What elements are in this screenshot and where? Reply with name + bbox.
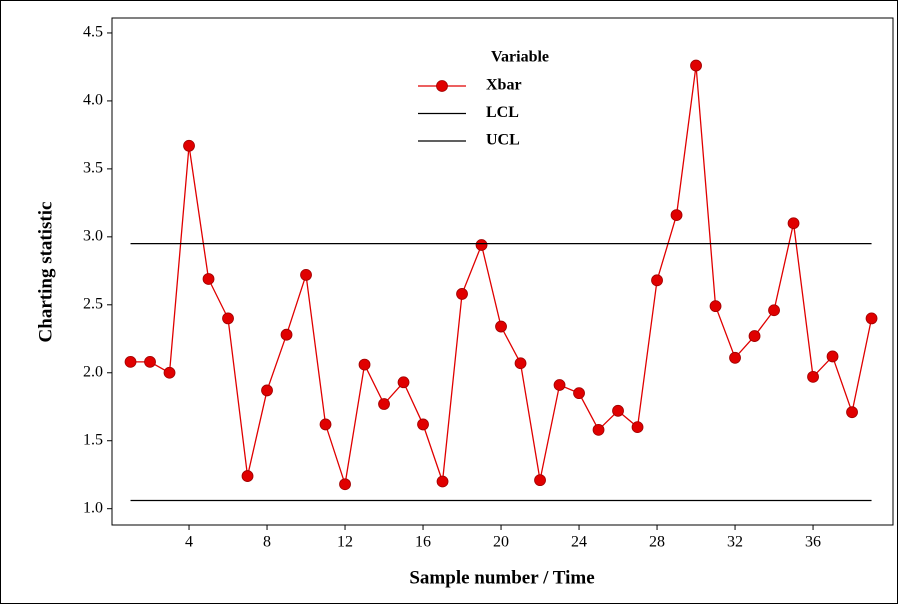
marker (826, 350, 839, 363)
marker (651, 274, 663, 287)
legend-marker (436, 80, 448, 92)
marker (163, 366, 176, 379)
marker (846, 406, 858, 419)
marker (475, 239, 488, 251)
marker (456, 288, 468, 300)
marker (748, 330, 761, 342)
x-tick-label: 8 (263, 534, 271, 551)
marker (261, 384, 273, 397)
marker (690, 59, 702, 72)
legend-label: Xbar (486, 77, 522, 94)
y-tick-label: 3.0 (83, 228, 103, 245)
y-tick-label: 2.5 (83, 295, 103, 312)
x-tick-label: 20 (493, 534, 509, 551)
x-tick-label: 28 (649, 534, 665, 551)
marker (573, 387, 585, 400)
y-tick-label: 1.5 (83, 431, 103, 448)
marker (670, 209, 683, 221)
x-tick-label: 16 (415, 534, 431, 551)
marker (378, 398, 390, 410)
marker (514, 357, 527, 370)
marker (534, 474, 546, 487)
marker (631, 421, 644, 434)
x-tick-label: 4 (185, 534, 193, 551)
marker (417, 418, 429, 431)
legend-label: LCL (486, 104, 519, 121)
legend-title: Variable (491, 49, 549, 66)
marker (553, 379, 566, 391)
marker (807, 370, 819, 383)
marker (592, 423, 605, 436)
y-tick-label: 3.5 (83, 160, 103, 177)
marker (729, 351, 741, 364)
marker (865, 312, 878, 325)
marker (787, 217, 800, 230)
x-tick-label: 24 (571, 534, 587, 551)
marker (319, 418, 332, 431)
y-tick-label: 2.0 (83, 363, 103, 380)
marker (241, 470, 254, 482)
marker (280, 328, 293, 341)
marker (358, 358, 371, 371)
marker (709, 300, 722, 313)
marker (300, 268, 312, 281)
marker (222, 312, 234, 325)
marker (144, 355, 156, 368)
marker (436, 475, 449, 488)
y-tick-label: 4.0 (83, 92, 103, 109)
x-tick-label: 12 (337, 534, 353, 551)
x-tick-label: 32 (727, 534, 743, 551)
plot-area (111, 17, 894, 526)
marker (183, 139, 195, 152)
marker (612, 404, 624, 417)
marker (397, 376, 410, 389)
y-axis-label: Charting statistic (35, 202, 56, 343)
marker (339, 478, 351, 491)
marker (495, 320, 507, 333)
marker (768, 304, 780, 317)
marker (124, 355, 137, 368)
x-tick-label: 36 (805, 534, 821, 551)
y-tick-label: 4.5 (83, 24, 103, 41)
marker (202, 273, 215, 285)
y-tick-label: 1.0 (83, 499, 103, 516)
legend-label: UCL (486, 132, 520, 149)
x-axis-label: Sample number / Time (409, 567, 594, 588)
